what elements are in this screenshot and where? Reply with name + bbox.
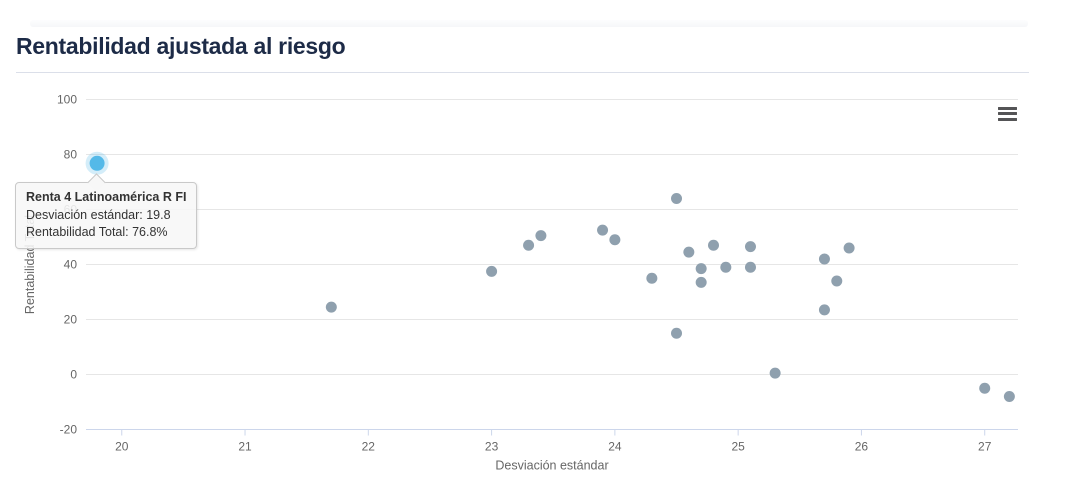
x-axis-label-23: 23 [485,440,499,454]
data-point-0-12[interactable] [707,239,719,251]
data-point-0-5[interactable] [609,234,621,246]
y-axis-label-100: 100 [57,93,77,107]
hamburger-icon [993,106,1021,121]
data-point-0-6[interactable] [646,272,658,284]
data-point-0-21[interactable] [979,382,991,394]
y-axis-label-80: 80 [64,148,78,162]
y-axis-label-0: 0 [70,368,77,382]
data-point-0-17[interactable] [818,253,830,265]
data-point-0-0[interactable] [325,301,337,313]
chart-context-menu-button[interactable] [993,102,1021,126]
data-point-0-7[interactable] [671,193,683,204]
data-point-0-14[interactable] [744,241,756,253]
data-point-0-10[interactable] [695,263,707,275]
data-point-0-13[interactable] [720,261,732,273]
data-point-0-16[interactable] [769,367,781,379]
risk-adjusted-return-chart: -200204060801002021222324252627Desviació… [0,85,1072,490]
x-axis-label-27: 27 [978,440,992,454]
y-axis-label--20: -20 [60,423,78,437]
tooltip-fund-name: Renta 4 Latinoamérica R FI [26,190,187,204]
highlighted-data-point-1-0[interactable] [89,155,105,171]
data-point-0-22[interactable] [1003,391,1015,402]
data-point-0-1[interactable] [486,265,498,277]
x-axis-label-22: 22 [362,440,376,454]
data-point-0-8[interactable] [671,327,683,339]
x-axis-label-20: 20 [115,440,129,454]
y-axis-label-40: 40 [64,258,78,272]
data-point-0-18[interactable] [818,304,830,316]
page-title: Rentabilidad ajustada al riesgo [16,33,346,59]
tooltip-total-return: Rentabilidad Total: 76.8% [26,224,168,239]
data-point-0-2[interactable] [523,239,535,251]
title-divider [16,72,1029,73]
y-axis-label-20: 20 [64,313,78,327]
x-axis-label-21: 21 [238,440,252,454]
data-point-0-20[interactable] [843,242,855,254]
data-point-0-3[interactable] [535,230,547,242]
tooltip-std-dev: Desviación estándar: 19.8 [26,208,171,222]
chart-tooltip: Renta 4 Latinoamérica R FI Desviación es… [15,173,198,249]
data-point-0-15[interactable] [744,261,756,273]
data-point-0-9[interactable] [683,246,695,258]
data-point-0-11[interactable] [695,276,707,288]
scatter-plot-canvas: -200204060801002021222324252627Desviació… [23,93,1018,473]
top-shadow-band [30,20,1028,27]
data-point-0-4[interactable] [597,224,609,236]
x-axis-label-25: 25 [731,440,745,454]
x-axis-label-26: 26 [855,440,869,454]
x-axis-title: Desviación estándar [495,459,608,473]
x-axis-label-24: 24 [608,440,622,454]
data-point-0-19[interactable] [831,275,843,287]
